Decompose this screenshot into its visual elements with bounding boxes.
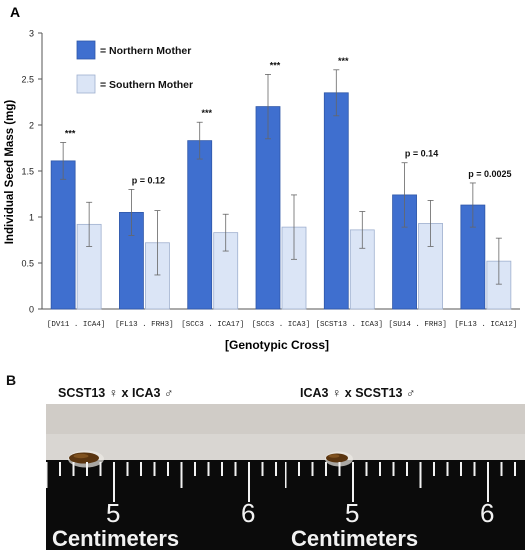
x-tick-label: [DV11 . ICA4] bbox=[47, 321, 106, 329]
seed-photo-left: 5 6 Centimeters bbox=[46, 404, 286, 550]
photo-backdrop-shade bbox=[285, 404, 525, 434]
legend-swatch bbox=[76, 74, 96, 94]
significance-label: p = 0.0025 bbox=[468, 169, 511, 179]
x-axis-label: [Genotypic Cross] bbox=[225, 338, 329, 352]
bar-northern bbox=[323, 92, 349, 310]
chart-legend: = Northern Mother = Southern Mother bbox=[76, 40, 193, 94]
bar-northern bbox=[187, 140, 213, 310]
y-tick-label: 2 bbox=[29, 121, 34, 131]
x-tick-label: [SCC3 . ICA3] bbox=[252, 321, 311, 329]
photo-backdrop-shade bbox=[46, 404, 286, 434]
x-tick-label: [FL13 . ICA12] bbox=[454, 321, 517, 329]
panel-a-label: A bbox=[10, 4, 20, 20]
ruler-photo-right: 5 6 Centimeters bbox=[285, 404, 525, 550]
ruler-number: 6 bbox=[241, 498, 255, 528]
seed-photo-right: 5 6 Centimeters bbox=[285, 404, 525, 550]
bar-northern bbox=[50, 160, 76, 310]
photo-caption-right: ICA3 ♀ x SCST13 ♂ bbox=[300, 386, 416, 400]
legend-swatch bbox=[76, 40, 96, 60]
y-axis-label: Individual Seed Mass (mg) bbox=[4, 100, 16, 245]
x-tick-label: [SCC3 . ICA17] bbox=[181, 321, 244, 329]
legend-label: = Southern Mother bbox=[100, 79, 193, 91]
ruler-photo-left: 5 6 Centimeters bbox=[46, 404, 286, 550]
photo-caption-left: SCST13 ♀ x ICA3 ♂ bbox=[58, 386, 174, 400]
ruler-label: Centimeters bbox=[52, 526, 179, 550]
seed-highlight bbox=[73, 453, 89, 459]
panel-b: B SCST13 ♀ x ICA3 ♂ 5 6 Centimeters ICA3 ♀… bbox=[0, 368, 525, 550]
y-tick-label: 1 bbox=[29, 213, 34, 223]
bar-northern bbox=[255, 106, 281, 310]
y-tick-label: 0 bbox=[29, 305, 34, 315]
chart-bars: *** p = 0.12 *** *** *** p = 0.14 p = 0.0025 bbox=[50, 56, 512, 310]
significance-label: p = 0.12 bbox=[132, 175, 165, 185]
significance-label: p = 0.14 bbox=[405, 149, 438, 159]
significance-label: *** bbox=[65, 128, 76, 138]
panel-b-label: B bbox=[6, 372, 17, 388]
y-tick-label: 2.5 bbox=[21, 75, 34, 85]
significance-label: *** bbox=[201, 108, 212, 118]
chart-axes: 0 0.5 1 1.5 2 2.5 3 [DV11 . ICA4] [FL13 . FRH3] [… bbox=[21, 29, 520, 329]
y-tick-label: 1.5 bbox=[21, 167, 34, 177]
legend-label: = Northern Mother bbox=[100, 45, 191, 57]
ruler-label: Centimeters bbox=[291, 526, 418, 550]
significance-label: *** bbox=[338, 56, 349, 66]
y-tick-label: 3 bbox=[29, 29, 34, 39]
x-tick-label: [FL13 . FRH3] bbox=[115, 321, 174, 329]
ruler-number: 6 bbox=[480, 498, 494, 528]
significance-label: *** bbox=[270, 60, 281, 70]
ruler-number: 5 bbox=[345, 498, 359, 528]
x-tick-label: [SU14 . FRH3] bbox=[388, 321, 447, 329]
ruler-number: 5 bbox=[106, 498, 120, 528]
bar-chart: A 0 0.5 1 1.5 2 2.5 3 [DV11 . ICA4] [FL13 . FRH3… bbox=[4, 4, 520, 352]
x-tick-label: [SCST13 . ICA3] bbox=[316, 321, 384, 329]
y-tick-label: 0.5 bbox=[21, 259, 34, 269]
seed-highlight bbox=[328, 454, 340, 458]
